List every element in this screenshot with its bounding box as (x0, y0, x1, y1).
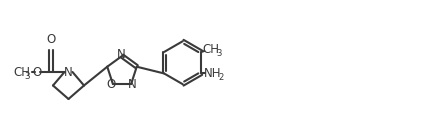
Text: O: O (46, 33, 56, 46)
Text: O: O (32, 66, 41, 79)
Text: 3: 3 (217, 49, 222, 59)
Text: 2: 2 (219, 73, 224, 82)
Text: 3: 3 (24, 72, 30, 81)
Text: O: O (106, 78, 116, 91)
Text: N: N (116, 48, 125, 61)
Text: CH: CH (202, 43, 220, 56)
Text: NH: NH (204, 67, 222, 80)
Text: N: N (64, 66, 73, 79)
Text: CH: CH (13, 66, 30, 79)
Text: N: N (128, 78, 137, 91)
